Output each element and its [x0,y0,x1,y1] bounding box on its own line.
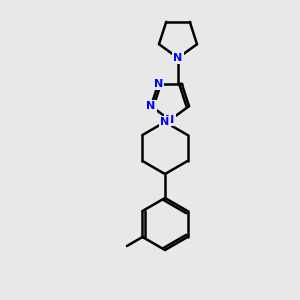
Text: N: N [160,117,169,127]
Text: N: N [154,79,163,89]
Text: N: N [173,53,183,63]
Text: N: N [165,115,175,125]
Text: N: N [146,101,156,111]
